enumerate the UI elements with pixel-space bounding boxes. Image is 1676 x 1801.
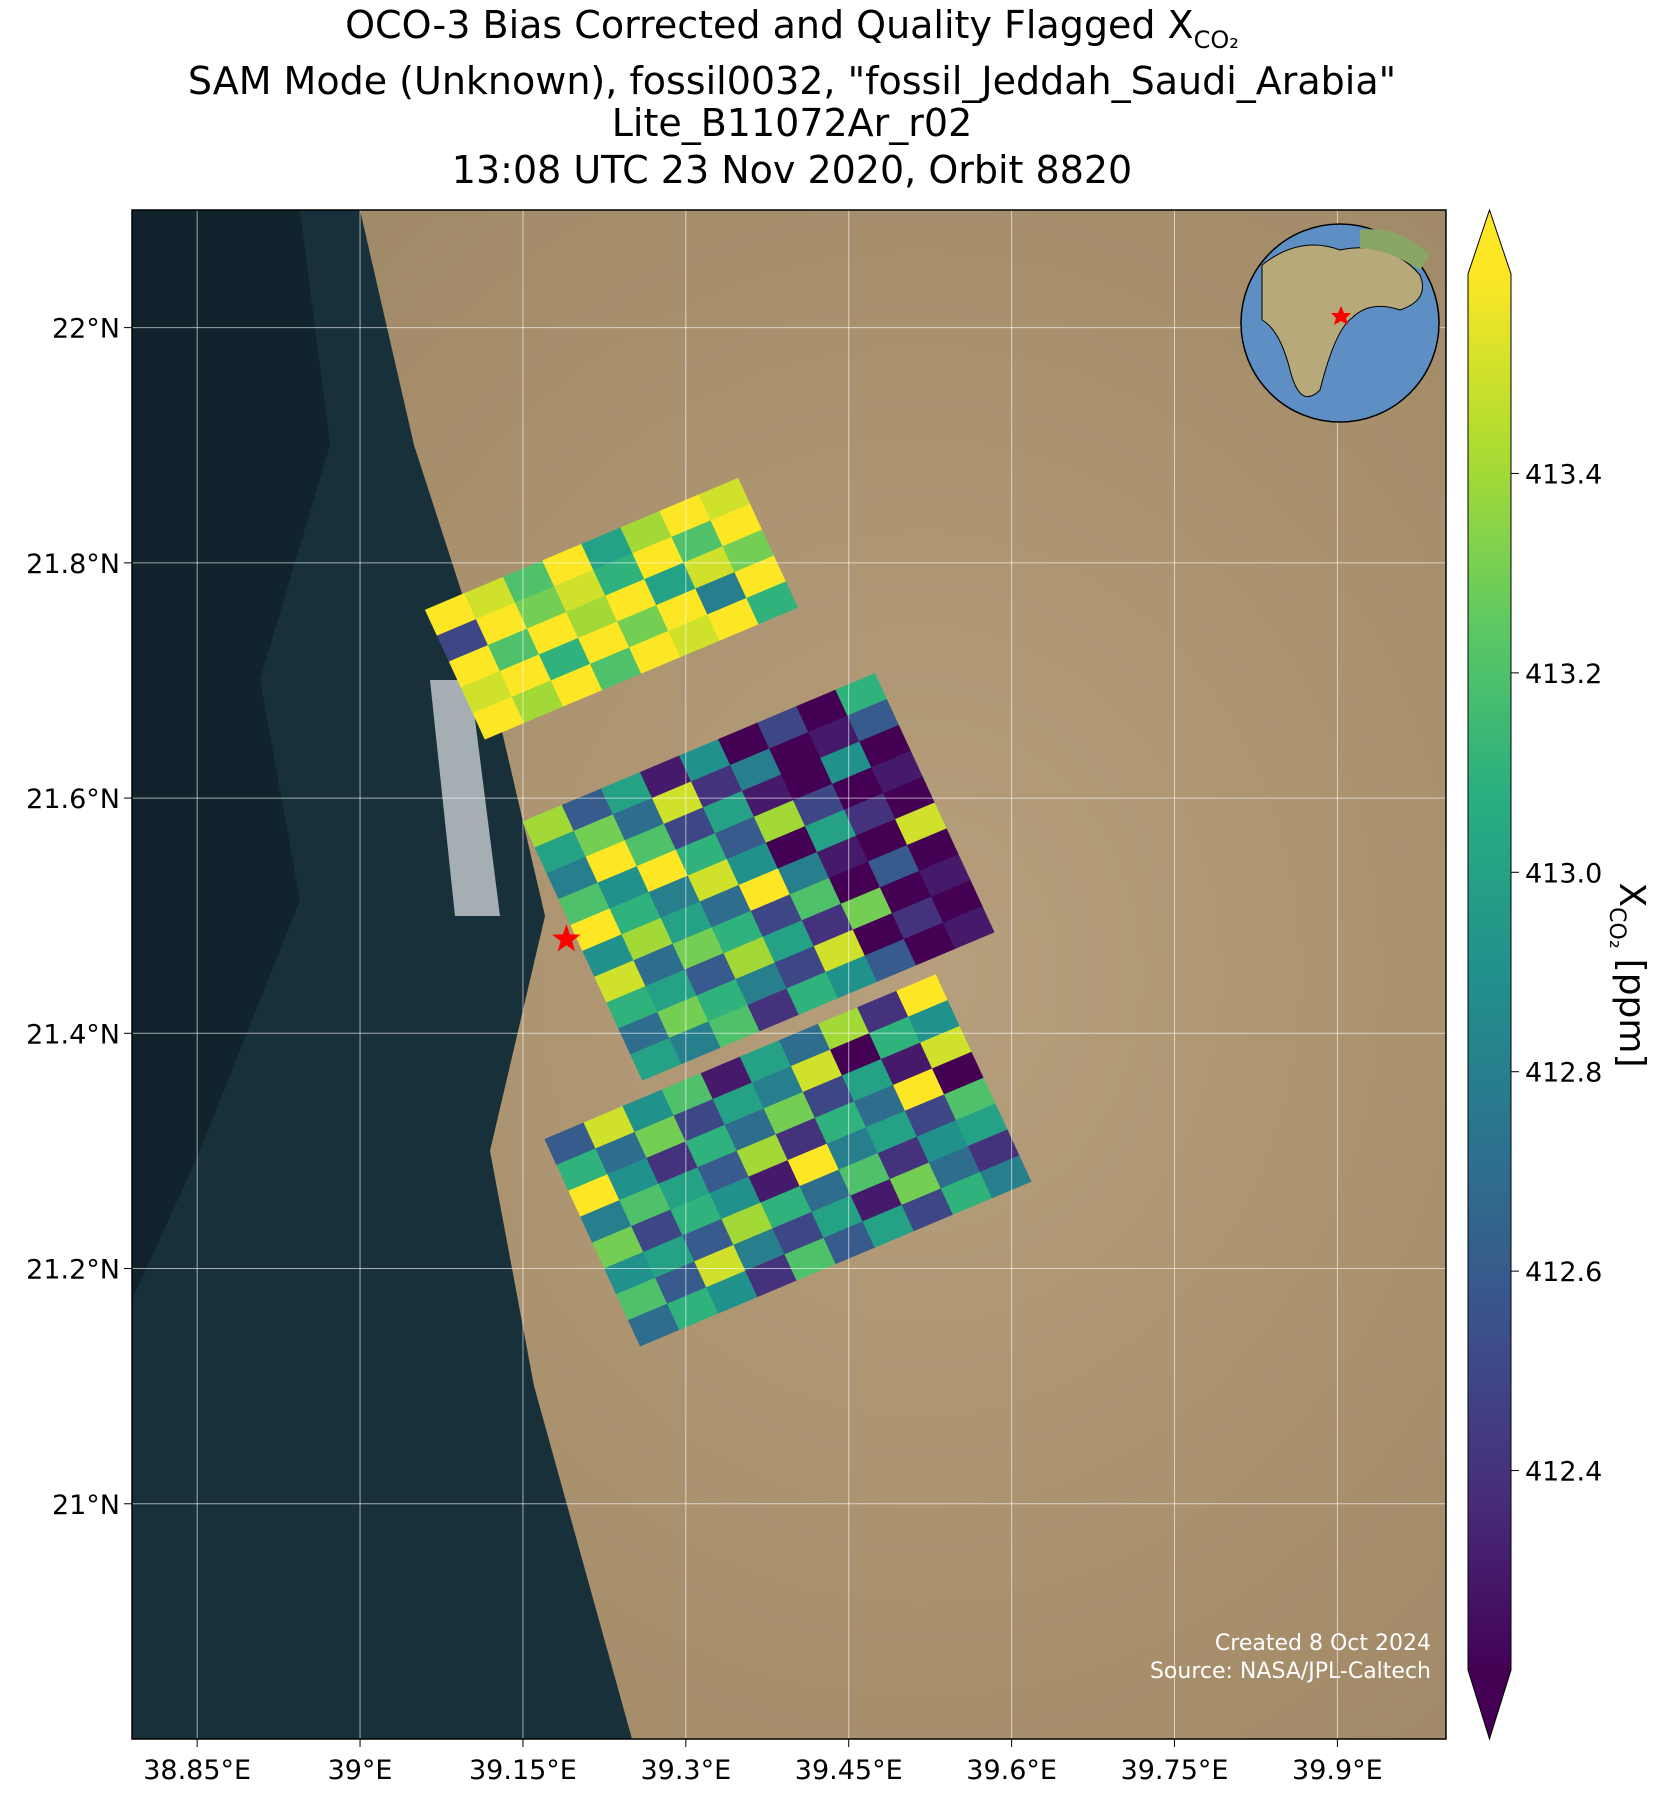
colorbar-tick-label: 413.0 [1525,858,1602,889]
footprint [942,905,995,949]
globe-land [1360,229,1430,270]
colorbar-label-part: X [1611,882,1652,907]
map-frame [131,209,1447,1740]
footprint [746,581,799,625]
target-marker [552,924,581,952]
chart-title: OCO-3 Bias Corrected and Quality Flagged… [345,3,1239,54]
colorbar-label-part: CO₂ [1604,907,1629,949]
x-tick-label: 39.3°E [640,1755,731,1786]
deep-sea [132,210,330,1300]
footprint [979,1155,1032,1199]
y-tick-label: 21.8°N [26,549,120,580]
x-tick-label: 39.15°E [469,1755,577,1786]
colorbar-label: XCO₂ [ppm] [1604,882,1652,1067]
x-tick-label: 39.6°E [966,1755,1057,1786]
footer-text: Source: NASA/JPL-Caltech [1150,1659,1431,1684]
title-subscript: CO₂ [1194,26,1239,54]
colorbar [1468,274,1511,1670]
x-tick-label: 39.9°E [1292,1755,1383,1786]
x-tick-label: 39°E [328,1755,393,1786]
chart-title: 13:08 UTC 23 Nov 2020, Orbit 8820 [452,148,1132,192]
x-tick-label: 39.45°E [795,1755,903,1786]
colorbar-tick-label: 412.8 [1525,1058,1602,1089]
colorbar-extend [1468,1670,1511,1739]
globe-marker [1331,306,1351,325]
chart-title: Lite_B11072Ar_r02 [612,101,973,145]
title-line: OCO-3 Bias Corrected and Quality Flagged… [345,3,1193,47]
colorbar-tick-label: 412.6 [1525,1257,1602,1288]
inset-globe [1240,223,1440,423]
y-tick-label: 21.6°N [26,784,120,815]
colorbar-extend [1468,210,1511,274]
x-tick-label: 38.85°E [143,1755,251,1786]
footer-text: Created 8 Oct 2024 [1215,1631,1431,1656]
y-tick-label: 22°N [52,314,120,345]
colorbar-label-part: [ppm] [1611,959,1652,1068]
y-tick-label: 21.4°N [26,1019,120,1050]
map-area [132,210,1446,1739]
chart-title: SAM Mode (Unknown), fossil0032, "fossil_… [188,59,1396,103]
colorbar-tick-label: 412.4 [1525,1457,1602,1488]
colorbar-tick-label: 413.2 [1525,659,1602,690]
x-tick-label: 39.75°E [1121,1755,1229,1786]
y-tick-label: 21.2°N [26,1255,120,1286]
colorbar-tick-label: 413.4 [1525,459,1602,490]
colorbar-frame [1467,208,1512,1741]
y-tick-label: 21°N [52,1490,120,1521]
